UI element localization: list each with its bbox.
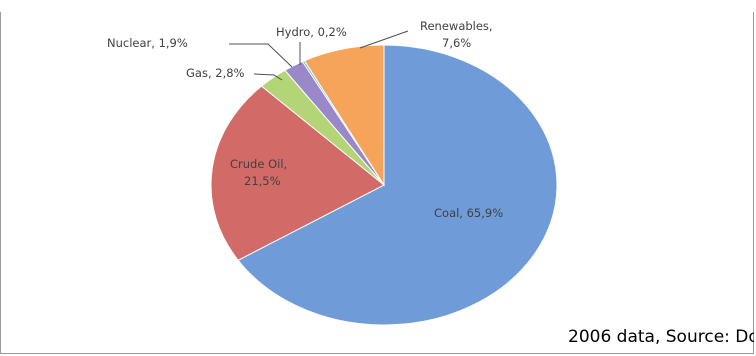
label-nuclear: Nuclear, 1,9% (107, 36, 188, 50)
label-crude-oil-2: 21,5% (244, 174, 281, 188)
label-crude-oil-1: Crude Oil, (230, 157, 287, 171)
pie-slices (210, 44, 558, 326)
label-gas: Gas, 2,8% (186, 66, 245, 80)
label-coal: Coal, 65,9% (434, 206, 503, 220)
label-renewables-1: Renewables, (420, 19, 493, 33)
label-hydro: Hydro, 0,2% (276, 25, 347, 39)
leader-lines (229, 30, 409, 81)
label-renewables-2: 7,6% (442, 36, 471, 50)
leader-renewables (359, 30, 409, 49)
slice-crude-oil (210, 85, 385, 261)
leader-nuclear (229, 43, 293, 68)
source-note: 2006 data, Source: DoE (568, 327, 754, 347)
slice-coal (237, 44, 558, 326)
slice-renewables (303, 44, 385, 187)
leader-gas (253, 73, 283, 81)
